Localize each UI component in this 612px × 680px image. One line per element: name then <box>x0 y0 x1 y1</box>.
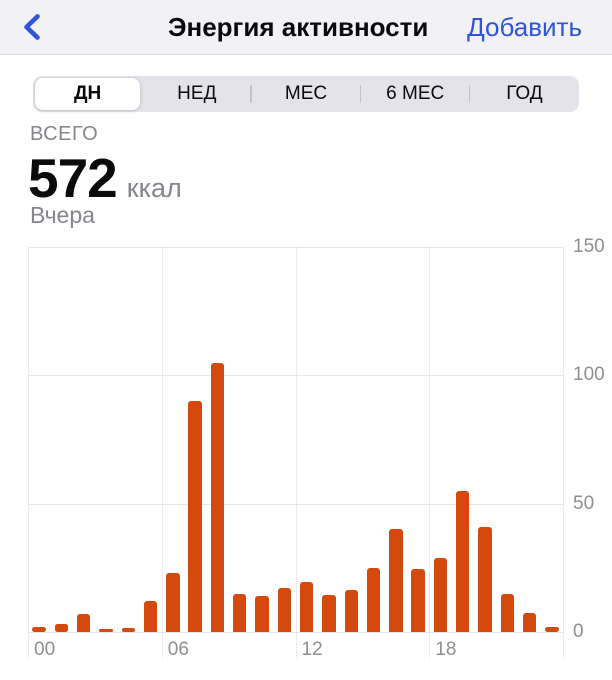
y-axis-label-0: 0 <box>573 621 584 642</box>
bar-hour-04[interactable] <box>121 628 135 632</box>
bar-hour-11[interactable] <box>277 588 292 632</box>
bar-hour-06[interactable] <box>166 572 180 632</box>
bar-hour-22[interactable] <box>522 612 537 632</box>
segment-label: МЕС <box>284 83 328 104</box>
bar-hour-23[interactable] <box>545 626 559 632</box>
selected-segment-pill <box>35 78 141 110</box>
bar-hour-12[interactable] <box>299 581 314 632</box>
summary-label: ВСЕГО <box>30 123 99 145</box>
y-axis-label-150: 150 <box>573 236 605 257</box>
chevron-left-icon <box>21 12 43 42</box>
bar-hour-08[interactable] <box>210 362 225 632</box>
y-axis-label-50: 50 <box>573 492 595 514</box>
gridline-hour-18 <box>429 247 431 658</box>
chart-right-edge <box>563 247 564 658</box>
time-range-segmented-control: ДН НЕД МЕС 6 МЕС ГОД <box>33 76 579 112</box>
bar-hour-18[interactable] <box>433 557 448 632</box>
bar-hour-03[interactable] <box>99 629 113 632</box>
segment-label: ГОД <box>506 83 543 104</box>
segment-мес[interactable]: МЕС <box>250 76 360 112</box>
bar-hour-17[interactable] <box>411 569 425 632</box>
bar-hour-01[interactable] <box>54 624 69 632</box>
bar-hour-21[interactable] <box>500 593 514 632</box>
bar-hour-15[interactable] <box>366 567 381 632</box>
chart[interactable]: 0 50 100 150 00 06 12 18 <box>0 236 612 660</box>
bar-hour-16[interactable] <box>389 529 403 632</box>
x-axis-label-18: 18 <box>435 639 457 660</box>
bar-hour-10[interactable] <box>255 596 269 632</box>
segment-separator <box>468 85 471 103</box>
bar-hour-09[interactable] <box>233 593 247 632</box>
add-button[interactable]: Добавить <box>467 0 582 55</box>
bar-hour-20[interactable] <box>478 526 492 632</box>
bar-hour-19[interactable] <box>455 490 470 632</box>
summary-value: 572 <box>28 147 118 209</box>
x-axis-label-06: 06 <box>167 639 189 660</box>
chart-left-edge <box>28 247 29 658</box>
bar-hour-02[interactable] <box>77 614 91 632</box>
y-axis-label-100: 100 <box>573 364 605 386</box>
summary-value-row: 572 ккал <box>28 146 182 210</box>
gridline-hour-12 <box>295 247 297 658</box>
segment-дн[interactable]: ДН <box>33 76 142 112</box>
bar-hour-05[interactable] <box>143 601 158 632</box>
bar-hour-00[interactable] <box>32 626 46 632</box>
summary-period: Вчера <box>30 202 95 228</box>
segment-separator <box>250 85 252 103</box>
segment-нед[interactable]: НЕД <box>142 76 251 112</box>
x-axis-label-12: 12 <box>301 639 323 660</box>
segment-separator <box>359 85 362 103</box>
segment-label: 6 МЕС <box>386 83 445 104</box>
bar-hour-07[interactable] <box>188 401 202 632</box>
gridline-hour-6 <box>161 247 163 658</box>
page-title: Энергия активности <box>168 12 429 42</box>
summary-unit: ккал <box>126 173 182 203</box>
nav-bar: Энергия активности Добавить <box>0 0 612 55</box>
bar-hour-14[interactable] <box>344 589 358 632</box>
segment-label: ДН <box>73 83 102 104</box>
segment-6-мес[interactable]: 6 МЕС <box>359 76 470 112</box>
segment-год[interactable]: ГОД <box>468 76 579 112</box>
x-axis-label-00: 00 <box>34 639 56 660</box>
bar-hour-13[interactable] <box>322 594 336 632</box>
segment-label: НЕД <box>177 83 217 104</box>
back-button[interactable] <box>14 9 50 45</box>
